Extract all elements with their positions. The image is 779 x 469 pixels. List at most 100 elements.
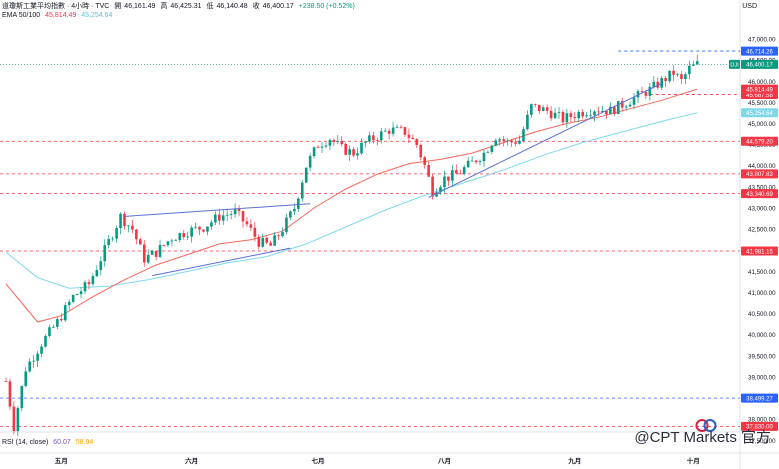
candle-body [186, 236, 189, 238]
candle-body [593, 111, 596, 116]
candle-body [67, 301, 71, 306]
candle-body [466, 160, 470, 168]
candle-body [198, 226, 201, 230]
price-tag-label: 45,814.49 [746, 87, 773, 93]
candle-body [162, 245, 166, 246]
candle-body [44, 335, 47, 347]
candle-body [514, 142, 517, 144]
candle-body [4, 381, 8, 382]
cpt-logo-icon [695, 419, 717, 432]
candle-body [257, 236, 261, 247]
candle-body [613, 106, 616, 115]
level-tag-label: 38,499.27 [746, 396, 773, 402]
y-tick-label: 39,500.00 [748, 353, 776, 360]
candle-body [20, 386, 24, 409]
candle-body [383, 130, 387, 132]
candle-body [368, 135, 371, 142]
candle-body [664, 77, 667, 82]
candle-body [107, 239, 110, 246]
high-value: 46,425.31 [170, 3, 202, 10]
level-tag-label: 46,714.26 [746, 49, 773, 55]
candle-body [411, 137, 415, 140]
candle-body [202, 229, 205, 232]
price-tag-label: 46,400.17 [746, 63, 773, 69]
candle-body [419, 145, 423, 158]
candle-body [95, 270, 99, 277]
candle-body [443, 176, 446, 188]
candle-body [573, 117, 577, 119]
candle-body [277, 235, 280, 237]
candle-body [498, 139, 502, 141]
candle-body [36, 353, 39, 361]
candle-body [249, 224, 253, 228]
trendline [428, 82, 662, 198]
candle-body [502, 139, 505, 141]
candle-body [387, 130, 391, 134]
candle-body [376, 140, 379, 141]
candle-body [170, 240, 174, 242]
candle-body [261, 237, 265, 247]
candle-body [597, 111, 600, 113]
candle-body [154, 250, 158, 257]
candle-body [545, 107, 549, 111]
y-tick-label: 46,000.00 [748, 79, 776, 86]
y-tick-label: 42,500.00 [748, 227, 776, 234]
candle-body [695, 61, 699, 65]
candle-body [166, 241, 170, 246]
candle-body [439, 187, 442, 193]
candle-body [221, 215, 225, 221]
symbol-title: 道瓊斯工業平均指數 · 4小時 · TVC [2, 3, 110, 10]
candle-body [494, 140, 498, 146]
candle-body [289, 211, 292, 218]
open-value: 46,161.49 [124, 3, 156, 10]
candle-body [123, 213, 126, 227]
candle-body [561, 112, 565, 123]
price-tag [741, 59, 778, 69]
candle-body [692, 64, 695, 66]
candle-body [423, 157, 426, 165]
x-tick-label: 九月 [567, 456, 581, 465]
candle-body [40, 346, 43, 354]
candle-body [399, 126, 403, 128]
price-tag-label: 45,254.64 [746, 111, 773, 117]
candle-body [241, 211, 245, 222]
candle-body [688, 65, 691, 75]
candle-body [680, 74, 683, 80]
candle-body [16, 408, 20, 432]
candle-body [628, 104, 632, 107]
close-value: 46,400.17 [262, 3, 294, 10]
candle-body [316, 147, 320, 149]
trendline [152, 247, 291, 277]
candle-body [636, 91, 640, 98]
candle-body [640, 91, 644, 93]
candle-body [245, 221, 249, 225]
y-tick-label: 43,500.00 [748, 184, 776, 191]
level-tag-label: 43,340.69 [746, 192, 773, 198]
candle-body [60, 319, 63, 321]
rsi-ma-value: 58.94 [75, 439, 94, 446]
price-tag [741, 108, 778, 118]
y-tick-label: 38,000.00 [748, 417, 776, 424]
candle-body [474, 160, 478, 163]
candle-body [589, 115, 592, 117]
candle-body [79, 291, 83, 295]
candle-body [265, 237, 268, 243]
y-tick-label: 45,000.00 [748, 121, 776, 128]
candle-body [111, 238, 114, 240]
watermark-text: @CPT Markets 官方 [634, 429, 771, 446]
candle-body [269, 242, 272, 246]
candle-body [660, 77, 663, 88]
ema50-value: 45,814.49 [45, 12, 77, 19]
candle-body [478, 161, 482, 163]
candle-body [364, 141, 367, 143]
candle-body [526, 114, 529, 130]
rsi-label: RSI (14, close) [2, 439, 49, 446]
y-tick-label: 45,500.00 [748, 100, 776, 107]
candle-body [8, 381, 12, 407]
y-tick-label: 47,000.00 [748, 37, 776, 44]
candle-body [281, 232, 284, 236]
candle-body [28, 361, 31, 372]
candle-body [56, 319, 59, 327]
